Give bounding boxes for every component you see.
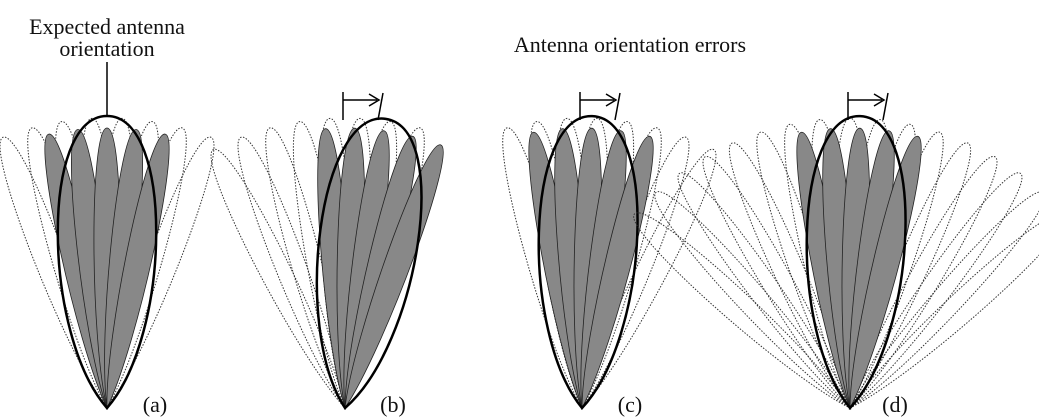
dotted-lobe xyxy=(849,156,998,410)
dotted-lobe xyxy=(573,117,609,410)
arrow-head xyxy=(368,93,381,107)
dotted-lobe xyxy=(343,121,398,410)
main-lobe xyxy=(581,135,654,409)
dotted-lobe xyxy=(728,142,851,410)
dotted-lobe xyxy=(27,127,108,410)
dotted-lobe xyxy=(292,121,347,410)
dotted-lobe xyxy=(80,117,116,410)
dotted-lobe xyxy=(237,136,346,410)
dotted-lobe xyxy=(784,123,851,410)
dotted-lobe xyxy=(580,121,635,410)
dotted-lobe xyxy=(581,127,662,410)
dotted-lobe xyxy=(756,131,851,410)
tilted-tick xyxy=(882,92,889,121)
main-lobe xyxy=(106,133,170,409)
errors-label: Antenna orientation errors xyxy=(514,32,746,57)
dotted-lobe xyxy=(502,127,583,410)
dotted-lobe xyxy=(555,117,591,410)
arrow-head xyxy=(605,93,618,107)
panel-label: (c) xyxy=(618,392,642,417)
expected-label-line: orientation xyxy=(59,36,154,61)
panel-label: (a) xyxy=(143,392,167,417)
envelope xyxy=(315,117,423,410)
dotted-lobe xyxy=(54,121,109,410)
arrow-head xyxy=(873,93,886,107)
dotted-lobe xyxy=(106,127,187,410)
envelope xyxy=(805,114,907,410)
dotted-lobe xyxy=(849,123,916,410)
dotted-lobe xyxy=(581,149,717,410)
dotted-lobe xyxy=(848,172,1023,410)
dotted-lobe xyxy=(677,172,852,410)
dotted-lobe xyxy=(845,119,889,410)
dotted-lobe xyxy=(849,142,972,410)
tilted-tick xyxy=(377,92,384,121)
envelope xyxy=(56,114,158,410)
dotted-lobe xyxy=(105,121,160,410)
dotted-lobe xyxy=(0,136,108,410)
dotted-lobe xyxy=(210,149,346,410)
dotted-lobe xyxy=(654,191,852,410)
dotted-lobe xyxy=(849,131,944,410)
dotted-lobe xyxy=(336,117,372,410)
main-lobe xyxy=(849,135,922,409)
dotted-lobe xyxy=(318,117,354,410)
dotted-lobe xyxy=(633,212,852,410)
dotted-lobe xyxy=(106,136,215,410)
expected-label-line: Expected antenna xyxy=(29,14,185,39)
dotted-lobe xyxy=(265,127,346,410)
panel-label: (d) xyxy=(882,392,908,417)
dotted-lobe xyxy=(98,117,134,410)
dotted-lobe xyxy=(702,156,851,410)
dotted-lobe xyxy=(811,119,855,410)
dotted-lobe xyxy=(581,136,690,410)
dotted-lobe xyxy=(344,127,425,410)
main-lobe xyxy=(344,144,444,409)
envelope xyxy=(537,114,639,410)
panels xyxy=(0,92,1039,410)
dotted-lobe xyxy=(529,121,584,410)
panel-label: (b) xyxy=(380,392,406,417)
tilted-tick xyxy=(614,92,621,121)
